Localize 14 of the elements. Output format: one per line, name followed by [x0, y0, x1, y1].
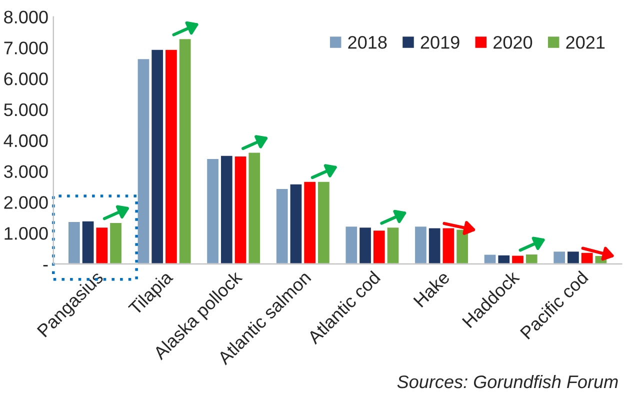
- legend-label: 2021: [566, 36, 605, 49]
- legend-label: 2018: [348, 36, 387, 49]
- y-tick-label: 4.000: [4, 134, 48, 148]
- y-tick-label: 1.000: [4, 227, 48, 240]
- legend-label: 2020: [494, 36, 532, 49]
- y-tick-label: 5.000: [4, 103, 48, 116]
- y-tick-label: 2.000: [4, 196, 48, 209]
- y-tick-label: 8.000: [4, 10, 48, 24]
- y-tick-label: -: [43, 265, 48, 266]
- legend-label: 2019: [420, 36, 460, 49]
- y-tick-label: 6.000: [4, 72, 48, 86]
- source-note: Sources: Gorundfish Forum: [397, 374, 618, 388]
- y-tick-label: 7.000: [4, 42, 48, 54]
- y-tick-label: 3.000: [4, 165, 48, 178]
